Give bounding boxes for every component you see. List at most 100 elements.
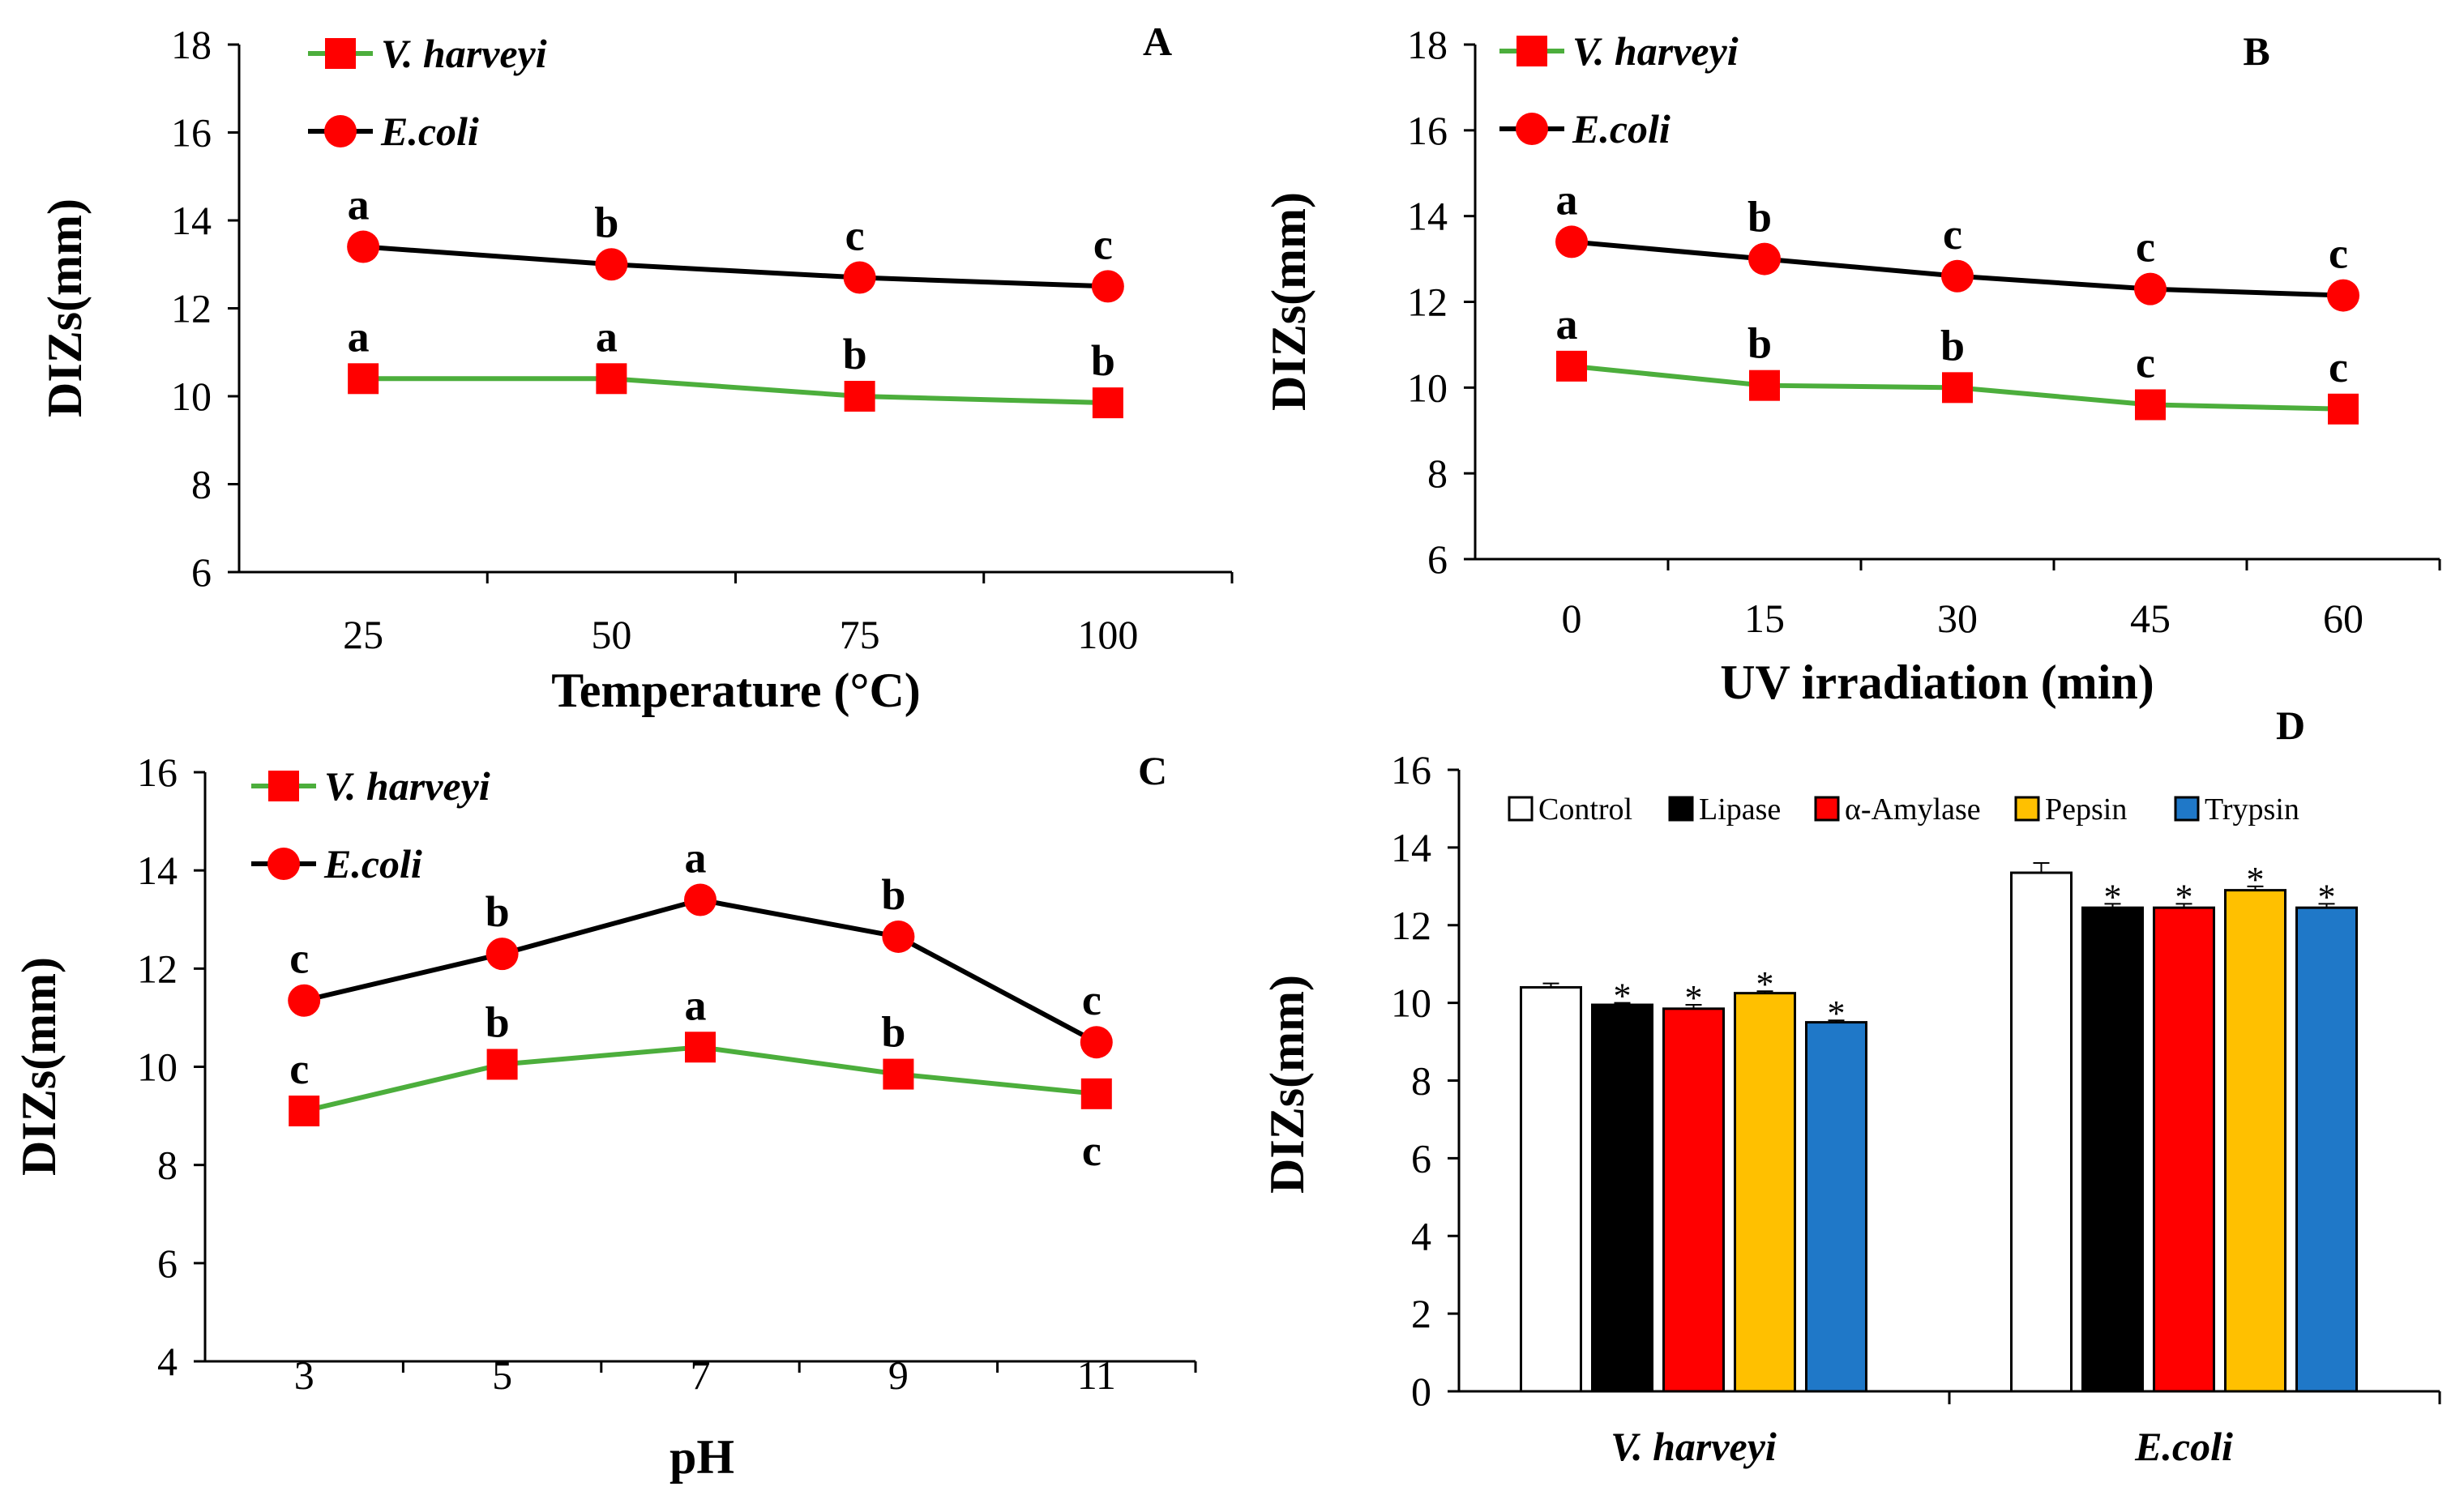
significance-label: b <box>1747 319 1772 368</box>
legend-label: α-Amylase <box>1845 792 1981 827</box>
x-tick-label: 50 <box>591 612 631 657</box>
significance-star: * <box>2175 877 2193 916</box>
panel-label: A <box>1143 19 1172 64</box>
y-tick-label: 6 <box>157 1241 178 1286</box>
y-tick-label: 16 <box>1407 108 1448 153</box>
bar <box>1805 1021 1867 1393</box>
y-tick-label: 10 <box>1391 980 1431 1026</box>
legend-label: E.coli <box>323 841 422 886</box>
y-tick-label: 6 <box>191 549 212 595</box>
significance-label: a <box>1556 175 1578 224</box>
x-tick-label: 60 <box>2323 596 2363 641</box>
x-axis-title: pH <box>669 1430 734 1484</box>
significance-label: c <box>1082 976 1102 1024</box>
significance-label: b <box>881 1008 905 1057</box>
x-tick-label: 3 <box>294 1352 314 1398</box>
y-tick-label: 10 <box>1407 365 1448 410</box>
legend-marker-circle <box>324 115 357 147</box>
x-tick-label: 45 <box>2130 596 2171 641</box>
data-point-square <box>844 381 875 412</box>
x-tick-label: 100 <box>1077 612 1138 657</box>
significance-label: a <box>348 181 370 229</box>
significance-label: c <box>1082 1126 1102 1175</box>
significance-star: * <box>1614 976 1632 1016</box>
data-point-square <box>883 1058 914 1090</box>
significance-label: c <box>845 211 865 260</box>
y-tick-label: 14 <box>1407 194 1448 239</box>
data-point-circle <box>288 984 321 1017</box>
data-point-square <box>1749 370 1780 401</box>
y-axis-title: DIZs(mm) <box>1262 192 1315 411</box>
y-tick-label: 4 <box>157 1339 178 1384</box>
panel-b: 6 8 10 12 14 16 18 DIZs(mm) B 0 15 30 45 60 UV irradia… <box>1262 22 2441 709</box>
y-tick-label: 12 <box>1391 903 1431 948</box>
significance-star: * <box>1828 993 1846 1033</box>
y-tick-label: 6 <box>1411 1135 1431 1181</box>
legend-marker-square <box>268 771 299 801</box>
data-point-circle <box>347 230 380 263</box>
legend-marker-square <box>1516 36 1547 66</box>
data-point-square <box>1556 350 1587 382</box>
legend-swatch <box>2174 796 2200 822</box>
legend-label: V. harveyi <box>381 31 547 76</box>
x-tick-label: 25 <box>343 612 383 657</box>
y-tick-label: 16 <box>1391 747 1431 792</box>
y-tick-label: 8 <box>191 462 212 507</box>
y-tick-label: 12 <box>1407 280 1448 325</box>
legend-swatch <box>1508 796 1534 822</box>
panel-c: 4 6 8 10 12 14 16 DIZs(mm) C 3 5 7 9 11 pH c b a b c c b a b c V.… <box>12 748 1197 1484</box>
bar <box>2010 871 2073 1393</box>
x-axis-title: Temperature (°C) <box>551 664 921 717</box>
y-tick-label: 6 <box>1427 536 1448 582</box>
y-tick-label: 4 <box>1411 1213 1431 1258</box>
bar <box>2224 889 2286 1393</box>
data-point-square <box>289 1096 320 1127</box>
y-tick-label: 14 <box>1391 825 1431 870</box>
x-tick-label: 7 <box>691 1352 711 1398</box>
data-point-circle <box>1091 270 1124 303</box>
data-point-square <box>685 1032 716 1063</box>
legend-label: V. harveyi <box>1572 28 1739 74</box>
significance-label: c <box>289 1044 309 1093</box>
data-point-circle <box>1080 1026 1113 1059</box>
legend-label: E.coli <box>380 109 479 154</box>
panel-label: D <box>2276 703 2305 748</box>
y-tick-label: 10 <box>137 1044 178 1090</box>
x-tick-label: 5 <box>492 1352 512 1398</box>
bar <box>1662 1007 1725 1393</box>
y-tick-label: 12 <box>171 286 212 331</box>
y-tick-label: 18 <box>1407 22 1448 67</box>
x-axis-title: UV irradiation (min) <box>1720 656 2154 709</box>
significance-label: c <box>2136 223 2155 271</box>
significance-label: b <box>1747 193 1772 241</box>
significance-label: b <box>486 887 510 936</box>
legend-label: V. harveyi <box>324 763 490 809</box>
significance-label: b <box>594 198 618 246</box>
legend-marker-circle <box>267 848 300 880</box>
panel-a: 6 8 10 12 14 16 18 DIZs(mm) A 25 50 75 100 Temperatur… <box>38 19 1234 717</box>
data-point-circle <box>2134 272 2167 305</box>
significance-label: a <box>596 312 618 361</box>
data-point-circle <box>595 248 628 281</box>
x-tick-label: 75 <box>840 612 880 657</box>
data-point-square <box>1092 387 1123 419</box>
data-point-square <box>2328 393 2359 425</box>
data-point-circle <box>2327 279 2359 312</box>
data-point-square <box>1080 1078 1112 1109</box>
y-tick-label: 12 <box>137 946 178 991</box>
data-point-circle <box>486 938 519 971</box>
significance-label: b <box>1091 336 1115 385</box>
legend-label: E.coli <box>1572 106 1670 152</box>
data-point-square <box>486 1049 518 1080</box>
y-tick-label: 18 <box>171 22 212 67</box>
significance-label: a <box>685 834 707 882</box>
significance-label: c <box>289 934 309 983</box>
data-point-square <box>348 363 379 395</box>
bar <box>1734 992 1796 1393</box>
x-tick-label: 30 <box>1937 596 1978 641</box>
y-tick-label: 16 <box>171 110 212 156</box>
legend-label: Control <box>1538 792 1632 827</box>
y-tick-label: 8 <box>1411 1058 1431 1104</box>
bar <box>2295 906 2358 1393</box>
